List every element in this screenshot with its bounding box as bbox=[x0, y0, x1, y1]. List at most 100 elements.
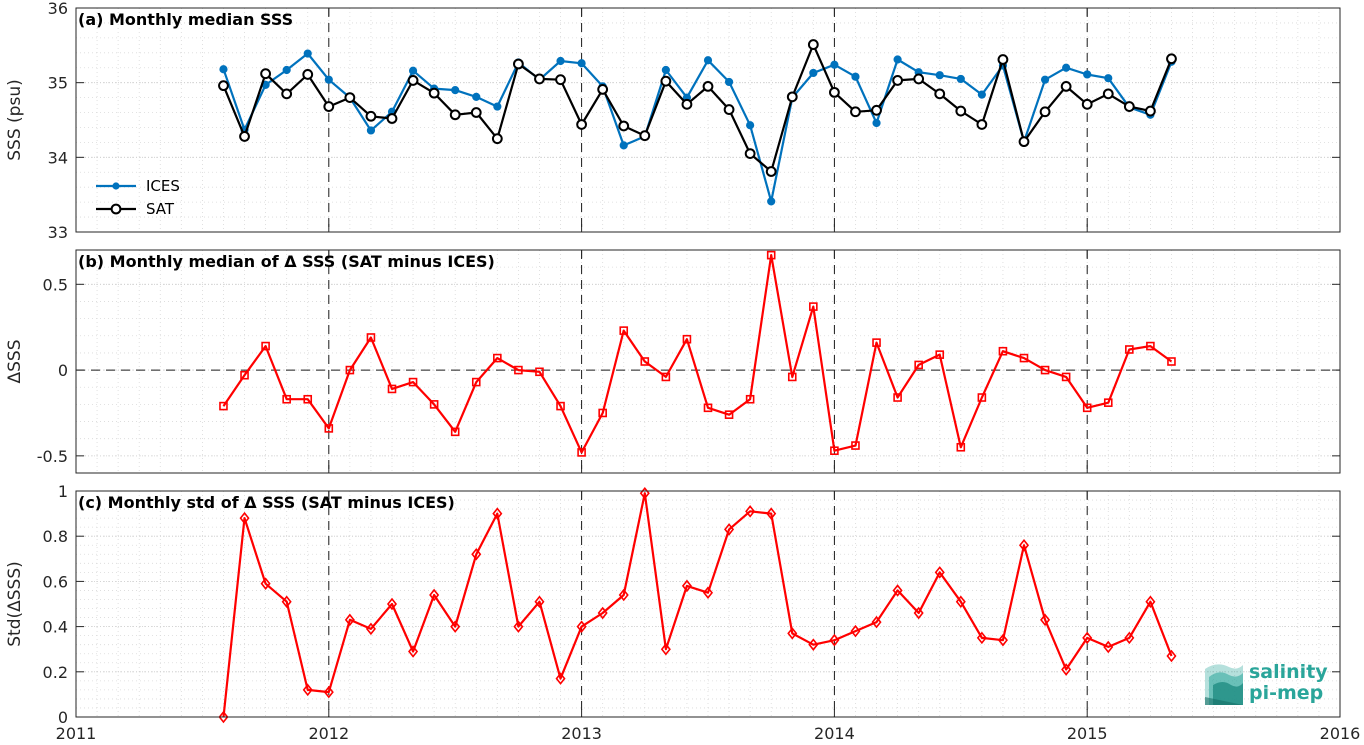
salinity-pi-mep-logo: salinity pi-mep bbox=[1203, 657, 1335, 707]
logo-line2: pi-mep bbox=[1249, 682, 1323, 704]
data-point bbox=[892, 75, 903, 86]
data-point bbox=[344, 92, 356, 103]
data-point bbox=[513, 58, 524, 70]
data-point bbox=[1040, 613, 1051, 627]
panel-3: 0 0.2 0.4 0.6 0.8 1 2011 2012 2013 2014 2015 2016 St… bbox=[5, 482, 1360, 743]
data-point bbox=[387, 384, 397, 394]
axes-frame bbox=[75, 490, 1341, 718]
data-point bbox=[239, 511, 250, 525]
data-point bbox=[1039, 106, 1051, 118]
data-point bbox=[365, 622, 376, 636]
data-point bbox=[449, 109, 461, 121]
data-point bbox=[492, 507, 503, 520]
data-point bbox=[977, 393, 987, 402]
data-point bbox=[976, 631, 987, 645]
data-point bbox=[472, 92, 481, 101]
data-point bbox=[345, 365, 355, 375]
data-point bbox=[829, 633, 840, 647]
data-point bbox=[408, 377, 418, 387]
y-tick-label: 0 bbox=[58, 708, 68, 727]
y-axis-label: ΔSSS bbox=[5, 339, 25, 383]
data-point bbox=[407, 75, 419, 86]
data-point bbox=[577, 448, 586, 457]
data-point bbox=[556, 56, 565, 66]
data-point bbox=[935, 350, 945, 359]
data-point bbox=[851, 72, 860, 81]
data-point bbox=[303, 49, 312, 58]
data-point bbox=[660, 642, 671, 656]
data-point bbox=[724, 77, 734, 87]
data-point bbox=[493, 353, 502, 363]
data-point bbox=[703, 56, 713, 65]
y-tick-label: 0 bbox=[58, 361, 68, 380]
y-tick-label: 33 bbox=[48, 223, 68, 242]
data-point bbox=[765, 166, 777, 177]
data-point bbox=[598, 408, 607, 418]
data-point bbox=[323, 685, 334, 699]
data-point bbox=[386, 597, 398, 611]
data-point bbox=[302, 69, 314, 80]
data-point bbox=[808, 638, 819, 651]
data-point bbox=[240, 370, 249, 380]
x-tick-label: 2016 bbox=[1320, 724, 1361, 743]
data-point bbox=[639, 130, 651, 142]
legend-label: ICES bbox=[146, 177, 180, 195]
data-point bbox=[556, 401, 565, 411]
data-point bbox=[702, 586, 714, 599]
data-point bbox=[640, 357, 650, 366]
x-tick-label: 2013 bbox=[561, 724, 602, 743]
data-point bbox=[408, 66, 418, 75]
data-point bbox=[850, 106, 861, 118]
data-point bbox=[1102, 88, 1114, 100]
data-point bbox=[724, 523, 735, 536]
data-point bbox=[744, 148, 756, 160]
data-point bbox=[1166, 649, 1177, 663]
data-point bbox=[1145, 105, 1156, 117]
y-axis-label: SSS (psu) bbox=[5, 79, 25, 160]
data-point bbox=[218, 710, 229, 724]
data-point bbox=[323, 101, 335, 112]
data-point bbox=[830, 60, 839, 69]
data-point bbox=[914, 360, 923, 370]
data-point bbox=[577, 59, 586, 68]
data-point bbox=[1123, 101, 1135, 112]
data-point bbox=[493, 102, 502, 111]
axes-frame bbox=[75, 7, 1341, 233]
data-point bbox=[1167, 357, 1176, 366]
y-tick-label: 36 bbox=[48, 0, 68, 18]
data-point bbox=[281, 595, 292, 609]
logo-line1: salinity bbox=[1249, 661, 1328, 683]
panel-title: (a) Monthly median SSS bbox=[78, 10, 293, 29]
data-point bbox=[324, 424, 334, 433]
data-point bbox=[365, 110, 377, 122]
data-point bbox=[428, 87, 440, 99]
data-point bbox=[1082, 403, 1092, 413]
data-point bbox=[746, 121, 755, 130]
data-point bbox=[955, 595, 966, 609]
data-point bbox=[534, 73, 545, 85]
data-point bbox=[787, 372, 797, 382]
y-tick-label: 35 bbox=[48, 74, 68, 93]
x-tick-label: 2015 bbox=[1067, 724, 1108, 743]
data-point bbox=[366, 126, 376, 135]
data-point bbox=[470, 107, 482, 118]
y-tick-label: 0.2 bbox=[43, 663, 68, 682]
data-point bbox=[219, 401, 228, 411]
data-point bbox=[998, 346, 1008, 356]
y-tick-label: 0.6 bbox=[43, 572, 68, 591]
data-point bbox=[661, 372, 671, 382]
data-point bbox=[977, 90, 986, 99]
data-point bbox=[450, 427, 460, 437]
data-point bbox=[934, 566, 945, 579]
data-point bbox=[597, 606, 608, 620]
data-point bbox=[555, 672, 566, 685]
data-point bbox=[872, 338, 881, 347]
data-point bbox=[218, 80, 229, 92]
legend-label: SAT bbox=[146, 200, 175, 218]
data-point bbox=[597, 83, 609, 95]
data-point bbox=[451, 86, 460, 95]
data-point bbox=[997, 54, 1009, 65]
data-point bbox=[1081, 98, 1093, 110]
data-point bbox=[913, 606, 924, 620]
